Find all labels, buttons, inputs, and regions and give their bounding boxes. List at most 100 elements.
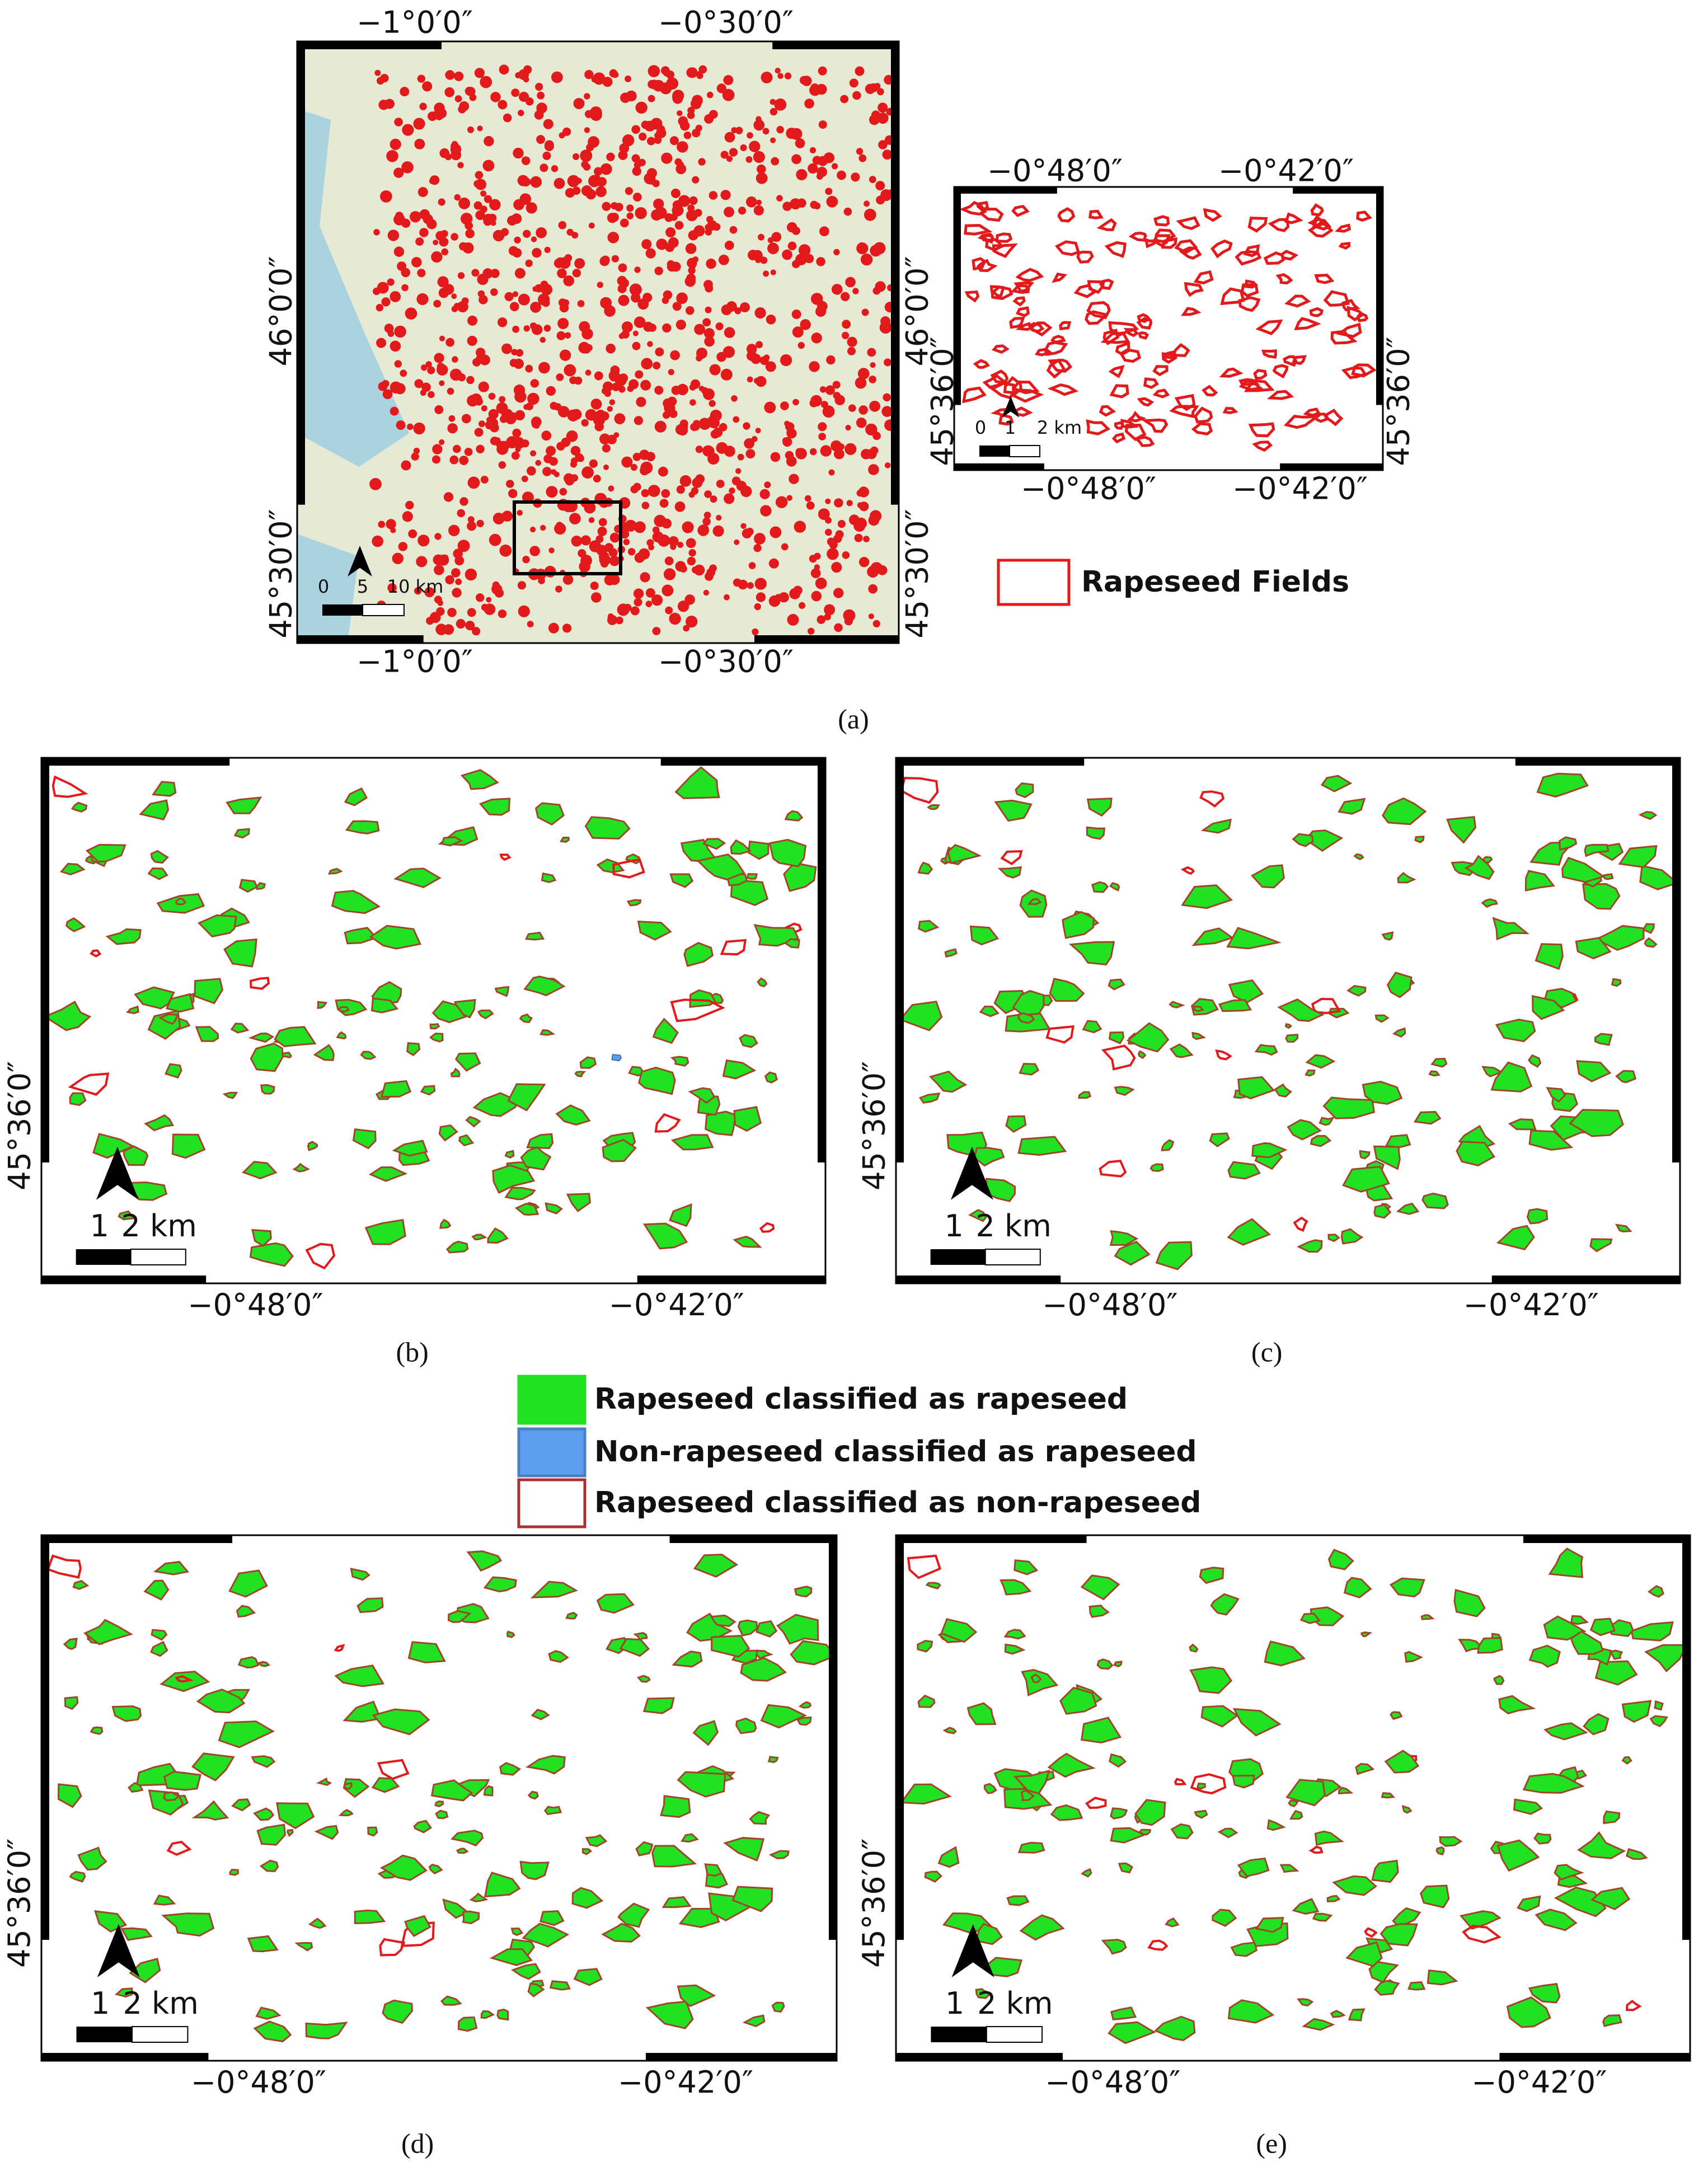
field-dot bbox=[740, 523, 747, 529]
legend-label: Rapeseed classified as rapeseed bbox=[594, 1382, 1128, 1416]
field-dot bbox=[378, 521, 386, 528]
correct-field bbox=[462, 1910, 480, 1925]
field-outline bbox=[1310, 203, 1324, 217]
field-dot bbox=[647, 95, 655, 102]
frame-bar bbox=[1491, 1276, 1680, 1283]
correct-field bbox=[1012, 990, 1045, 1016]
field-dot bbox=[607, 613, 614, 620]
correct-field bbox=[1589, 1617, 1616, 1637]
field-dot bbox=[480, 476, 489, 484]
correct-field bbox=[439, 1218, 452, 1229]
field-dot bbox=[630, 485, 639, 494]
field-dot bbox=[814, 564, 820, 570]
scale-bar bbox=[979, 446, 1010, 457]
missed-field bbox=[51, 775, 88, 798]
label: 2 km bbox=[975, 1208, 1051, 1244]
field-dot bbox=[589, 540, 602, 552]
field-dot bbox=[753, 151, 765, 163]
correct-field bbox=[730, 839, 752, 855]
field-dot bbox=[856, 242, 869, 255]
field-dot bbox=[626, 90, 637, 102]
field-dot bbox=[634, 266, 641, 273]
correct-field bbox=[1191, 1031, 1206, 1040]
correct-field bbox=[247, 1935, 279, 1953]
correct-field bbox=[60, 862, 86, 876]
field-dot bbox=[597, 282, 603, 288]
correct-field bbox=[1390, 1711, 1403, 1720]
correct-field bbox=[642, 1222, 688, 1250]
field-dot bbox=[780, 354, 792, 367]
correct-field bbox=[1149, 1163, 1164, 1172]
field-outline bbox=[1255, 319, 1283, 336]
correct-field bbox=[1569, 1109, 1624, 1137]
field-dot bbox=[530, 527, 536, 533]
field-dot bbox=[676, 292, 688, 304]
field-dot bbox=[749, 140, 761, 152]
field-dot bbox=[558, 406, 570, 418]
field-dot bbox=[634, 416, 643, 425]
correct-field bbox=[161, 1912, 215, 1937]
correct-field bbox=[1170, 1823, 1194, 1840]
field-dot bbox=[675, 424, 687, 435]
correct-field bbox=[997, 866, 1022, 879]
field-dot bbox=[454, 71, 464, 81]
field-dot bbox=[527, 621, 534, 627]
correct-field bbox=[85, 843, 126, 862]
field-dot bbox=[617, 284, 627, 293]
field-outline bbox=[1210, 239, 1233, 259]
field-dot bbox=[380, 74, 389, 83]
field-dot bbox=[678, 195, 691, 207]
field-dot bbox=[435, 623, 447, 635]
correct-field bbox=[1528, 1983, 1561, 2004]
field-dot bbox=[614, 413, 626, 424]
correct-field bbox=[796, 1717, 812, 1726]
correct-field bbox=[198, 914, 237, 938]
correct-field bbox=[527, 1790, 539, 1800]
field-dot bbox=[731, 476, 741, 486]
field-dot bbox=[451, 306, 458, 312]
field-dot bbox=[498, 609, 507, 618]
correct-field bbox=[1477, 1637, 1503, 1654]
field-dot bbox=[703, 512, 711, 519]
scale-bar bbox=[130, 1248, 186, 1265]
correct-field bbox=[1446, 815, 1477, 844]
field-outline bbox=[1275, 273, 1293, 285]
field-dot bbox=[448, 415, 456, 422]
frame-bar bbox=[297, 635, 424, 643]
scale-bar bbox=[931, 2026, 987, 2042]
field-dot bbox=[661, 152, 673, 164]
field-dot bbox=[654, 386, 664, 395]
correct-field bbox=[534, 802, 565, 826]
correct-field bbox=[549, 1980, 571, 1991]
correct-field bbox=[925, 1582, 941, 1589]
field-dot bbox=[832, 163, 838, 170]
field-dot bbox=[557, 318, 569, 329]
field-dot bbox=[593, 174, 600, 181]
field-dot bbox=[570, 461, 577, 468]
field-dot bbox=[384, 99, 395, 109]
field-dot bbox=[679, 565, 687, 573]
correct-field bbox=[370, 997, 398, 1014]
correct-field bbox=[435, 1809, 449, 1820]
correct-field bbox=[755, 1620, 778, 1638]
correct-field bbox=[226, 796, 262, 814]
scale-bar bbox=[930, 1249, 986, 1265]
legend-swatch bbox=[517, 1478, 586, 1528]
field-dot bbox=[390, 138, 401, 150]
correct-field bbox=[237, 1656, 260, 1669]
field-dot bbox=[574, 258, 585, 269]
field-dot bbox=[551, 165, 559, 172]
field-outline bbox=[1170, 343, 1190, 358]
correct-field bbox=[1232, 1774, 1255, 1789]
field-dot bbox=[756, 172, 768, 184]
field-dot bbox=[456, 618, 466, 629]
field-dot bbox=[844, 617, 853, 626]
correct-field bbox=[642, 1697, 675, 1714]
field-dot bbox=[668, 237, 679, 248]
field-dot bbox=[490, 423, 499, 433]
correct-field bbox=[1381, 1792, 1396, 1799]
correct-field bbox=[1345, 1941, 1383, 1967]
field-dot bbox=[372, 535, 383, 547]
field-dot bbox=[777, 73, 783, 79]
field-dot bbox=[546, 486, 558, 498]
